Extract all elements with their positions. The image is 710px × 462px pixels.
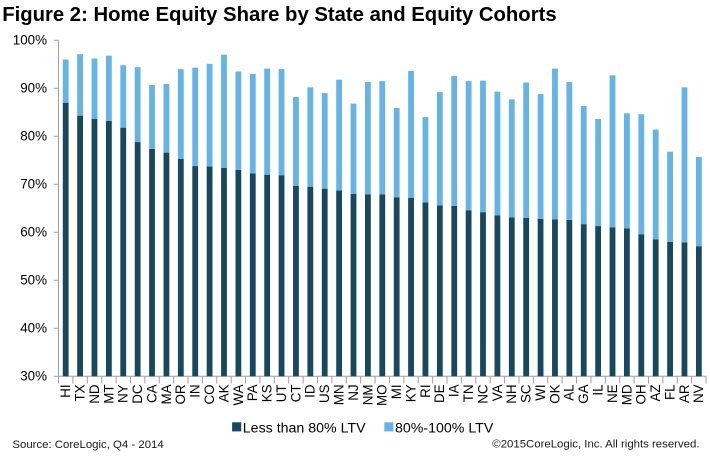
- svg-text:70%: 70%: [20, 177, 47, 192]
- svg-text:NJ: NJ: [346, 384, 361, 400]
- svg-text:MT: MT: [101, 384, 116, 403]
- svg-text:50%: 50%: [20, 273, 47, 288]
- svg-text:40%: 40%: [20, 321, 47, 336]
- svg-text:WI: WI: [533, 384, 548, 400]
- svg-text:DE: DE: [432, 384, 447, 403]
- svg-text:CO: CO: [202, 384, 217, 404]
- svg-text:AK: AK: [216, 384, 231, 402]
- svg-text:UT: UT: [274, 384, 289, 402]
- svg-text:AR: AR: [677, 384, 692, 403]
- svg-text:NC: NC: [475, 384, 490, 404]
- svg-text:GA: GA: [576, 384, 591, 403]
- svg-text:PA: PA: [245, 384, 260, 401]
- svg-text:FL: FL: [662, 384, 677, 400]
- svg-text:90%: 90%: [20, 81, 47, 96]
- svg-text:100%: 100%: [13, 33, 47, 48]
- svg-text:OH: OH: [634, 384, 649, 404]
- svg-text:Source: CoreLogic, Q4 - 2014: Source: CoreLogic, Q4 - 2014: [12, 439, 163, 451]
- svg-text:MN: MN: [332, 384, 347, 405]
- svg-text:RI: RI: [418, 384, 433, 397]
- svg-text:MO: MO: [375, 384, 390, 406]
- svg-text:SC: SC: [519, 384, 534, 403]
- svg-text:NH: NH: [504, 384, 519, 403]
- svg-text:IL: IL: [591, 384, 606, 395]
- svg-text:Less than 80% LTV: Less than 80% LTV: [243, 420, 366, 436]
- svg-text:CT: CT: [288, 384, 303, 402]
- svg-text:AZ: AZ: [648, 384, 663, 401]
- svg-text:MI: MI: [389, 384, 404, 399]
- svg-text:KS: KS: [260, 384, 275, 402]
- svg-text:TN: TN: [461, 384, 476, 402]
- svg-text:TX: TX: [72, 384, 87, 401]
- svg-text:ID: ID: [303, 384, 318, 398]
- svg-text:©2015CoreLogic, Inc. All right: ©2015CoreLogic, Inc. All rights reserved…: [492, 438, 699, 450]
- svg-text:DC: DC: [130, 384, 145, 404]
- svg-text:Figure 2: Home Equity Share by: Figure 2: Home Equity Share by State and…: [2, 4, 556, 26]
- svg-text:US: US: [317, 384, 332, 403]
- svg-text:OR: OR: [173, 384, 188, 404]
- svg-text:NE: NE: [605, 384, 620, 403]
- svg-text:WA: WA: [231, 384, 246, 405]
- svg-text:OK: OK: [547, 384, 562, 403]
- svg-text:IA: IA: [447, 384, 462, 397]
- svg-text:60%: 60%: [20, 225, 47, 240]
- svg-text:IN: IN: [188, 384, 203, 397]
- svg-text:30%: 30%: [20, 369, 47, 384]
- svg-text:AL: AL: [562, 384, 577, 400]
- svg-text:NM: NM: [360, 384, 375, 405]
- svg-text:MA: MA: [159, 384, 174, 404]
- svg-text:MD: MD: [619, 384, 634, 405]
- svg-text:80%-100% LTV: 80%-100% LTV: [395, 420, 494, 436]
- svg-text:80%: 80%: [20, 129, 47, 144]
- svg-text:VA: VA: [490, 384, 505, 401]
- svg-text:HI: HI: [58, 384, 73, 397]
- svg-text:NY: NY: [116, 384, 131, 403]
- svg-text:NV: NV: [691, 384, 706, 403]
- svg-text:CA: CA: [144, 384, 159, 403]
- svg-text:ND: ND: [87, 384, 102, 404]
- svg-text:KY: KY: [403, 384, 418, 402]
